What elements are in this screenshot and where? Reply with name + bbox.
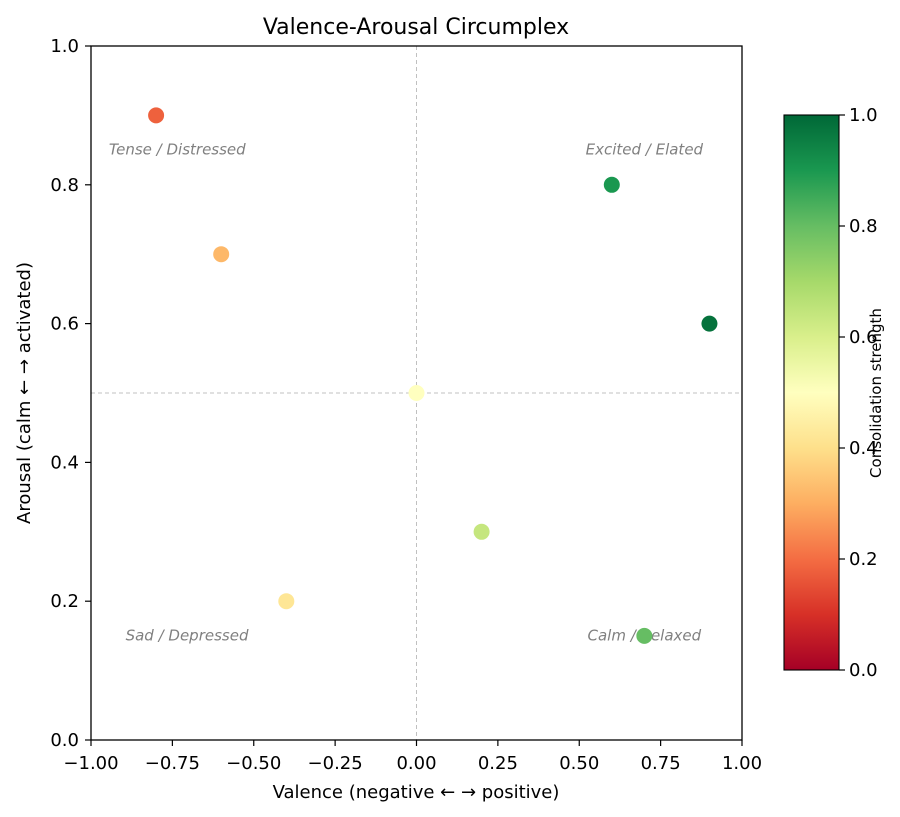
y-tick-label: 0.8 (50, 175, 79, 196)
x-tick-label: −0.75 (145, 753, 200, 774)
plot-area: Tense / Distressed Excited / Elated Sad / … (91, 46, 742, 740)
quadrant-label: Tense / Distressed (109, 141, 246, 159)
x-tick-label: 1.00 (722, 753, 762, 774)
colorbar-tick-label: 0.4 (849, 438, 878, 459)
colorbar-tick-label: 1.0 (849, 105, 878, 126)
x-tick-label: 0.00 (396, 753, 436, 774)
data-point (213, 246, 230, 263)
quadrant-label: Excited / Elated (586, 141, 704, 159)
x-tick-label: 0.75 (641, 753, 681, 774)
data-point (278, 593, 295, 610)
data-point (408, 385, 425, 401)
x-tick-label: 0.25 (478, 753, 518, 774)
x-tick-label: −1.00 (63, 753, 118, 774)
colorbar-tick-label: 0.8 (849, 216, 878, 237)
data-point (148, 107, 165, 124)
x-tick-label: 0.50 (559, 753, 599, 774)
data-point (636, 627, 653, 644)
colorbar-gradient (783, 114, 840, 671)
colorbar-tick-label: 0.6 (849, 327, 878, 348)
colorbar-tick-label: 0.2 (849, 549, 878, 570)
data-point (603, 176, 620, 193)
x-tick-label: −0.50 (226, 753, 281, 774)
x-tick-label: −0.25 (308, 753, 363, 774)
y-axis-label: Arousal (calm ← → activated) (14, 262, 35, 524)
y-tick-label: 0.2 (50, 591, 79, 612)
y-tick-label: 0.6 (50, 314, 79, 335)
data-point (473, 523, 490, 540)
colorbar-label: Consolidation strength (867, 308, 885, 478)
chart-title: Valence-Arousal Circumplex (263, 15, 569, 40)
colorbar: Consolidation strength 0.0 0.2 0.4 0.6 0.8 1.… (783, 105, 885, 681)
colorbar-tick-label: 0.0 (849, 660, 878, 681)
y-tick-label: 0.4 (50, 452, 79, 473)
x-axis-label: Valence (negative ← → positive) (273, 782, 560, 803)
y-tick-label: 0.0 (50, 730, 79, 751)
quadrant-label: Sad / Depressed (126, 626, 249, 644)
y-tick-label: 1.0 (50, 36, 79, 57)
data-point (701, 315, 718, 332)
